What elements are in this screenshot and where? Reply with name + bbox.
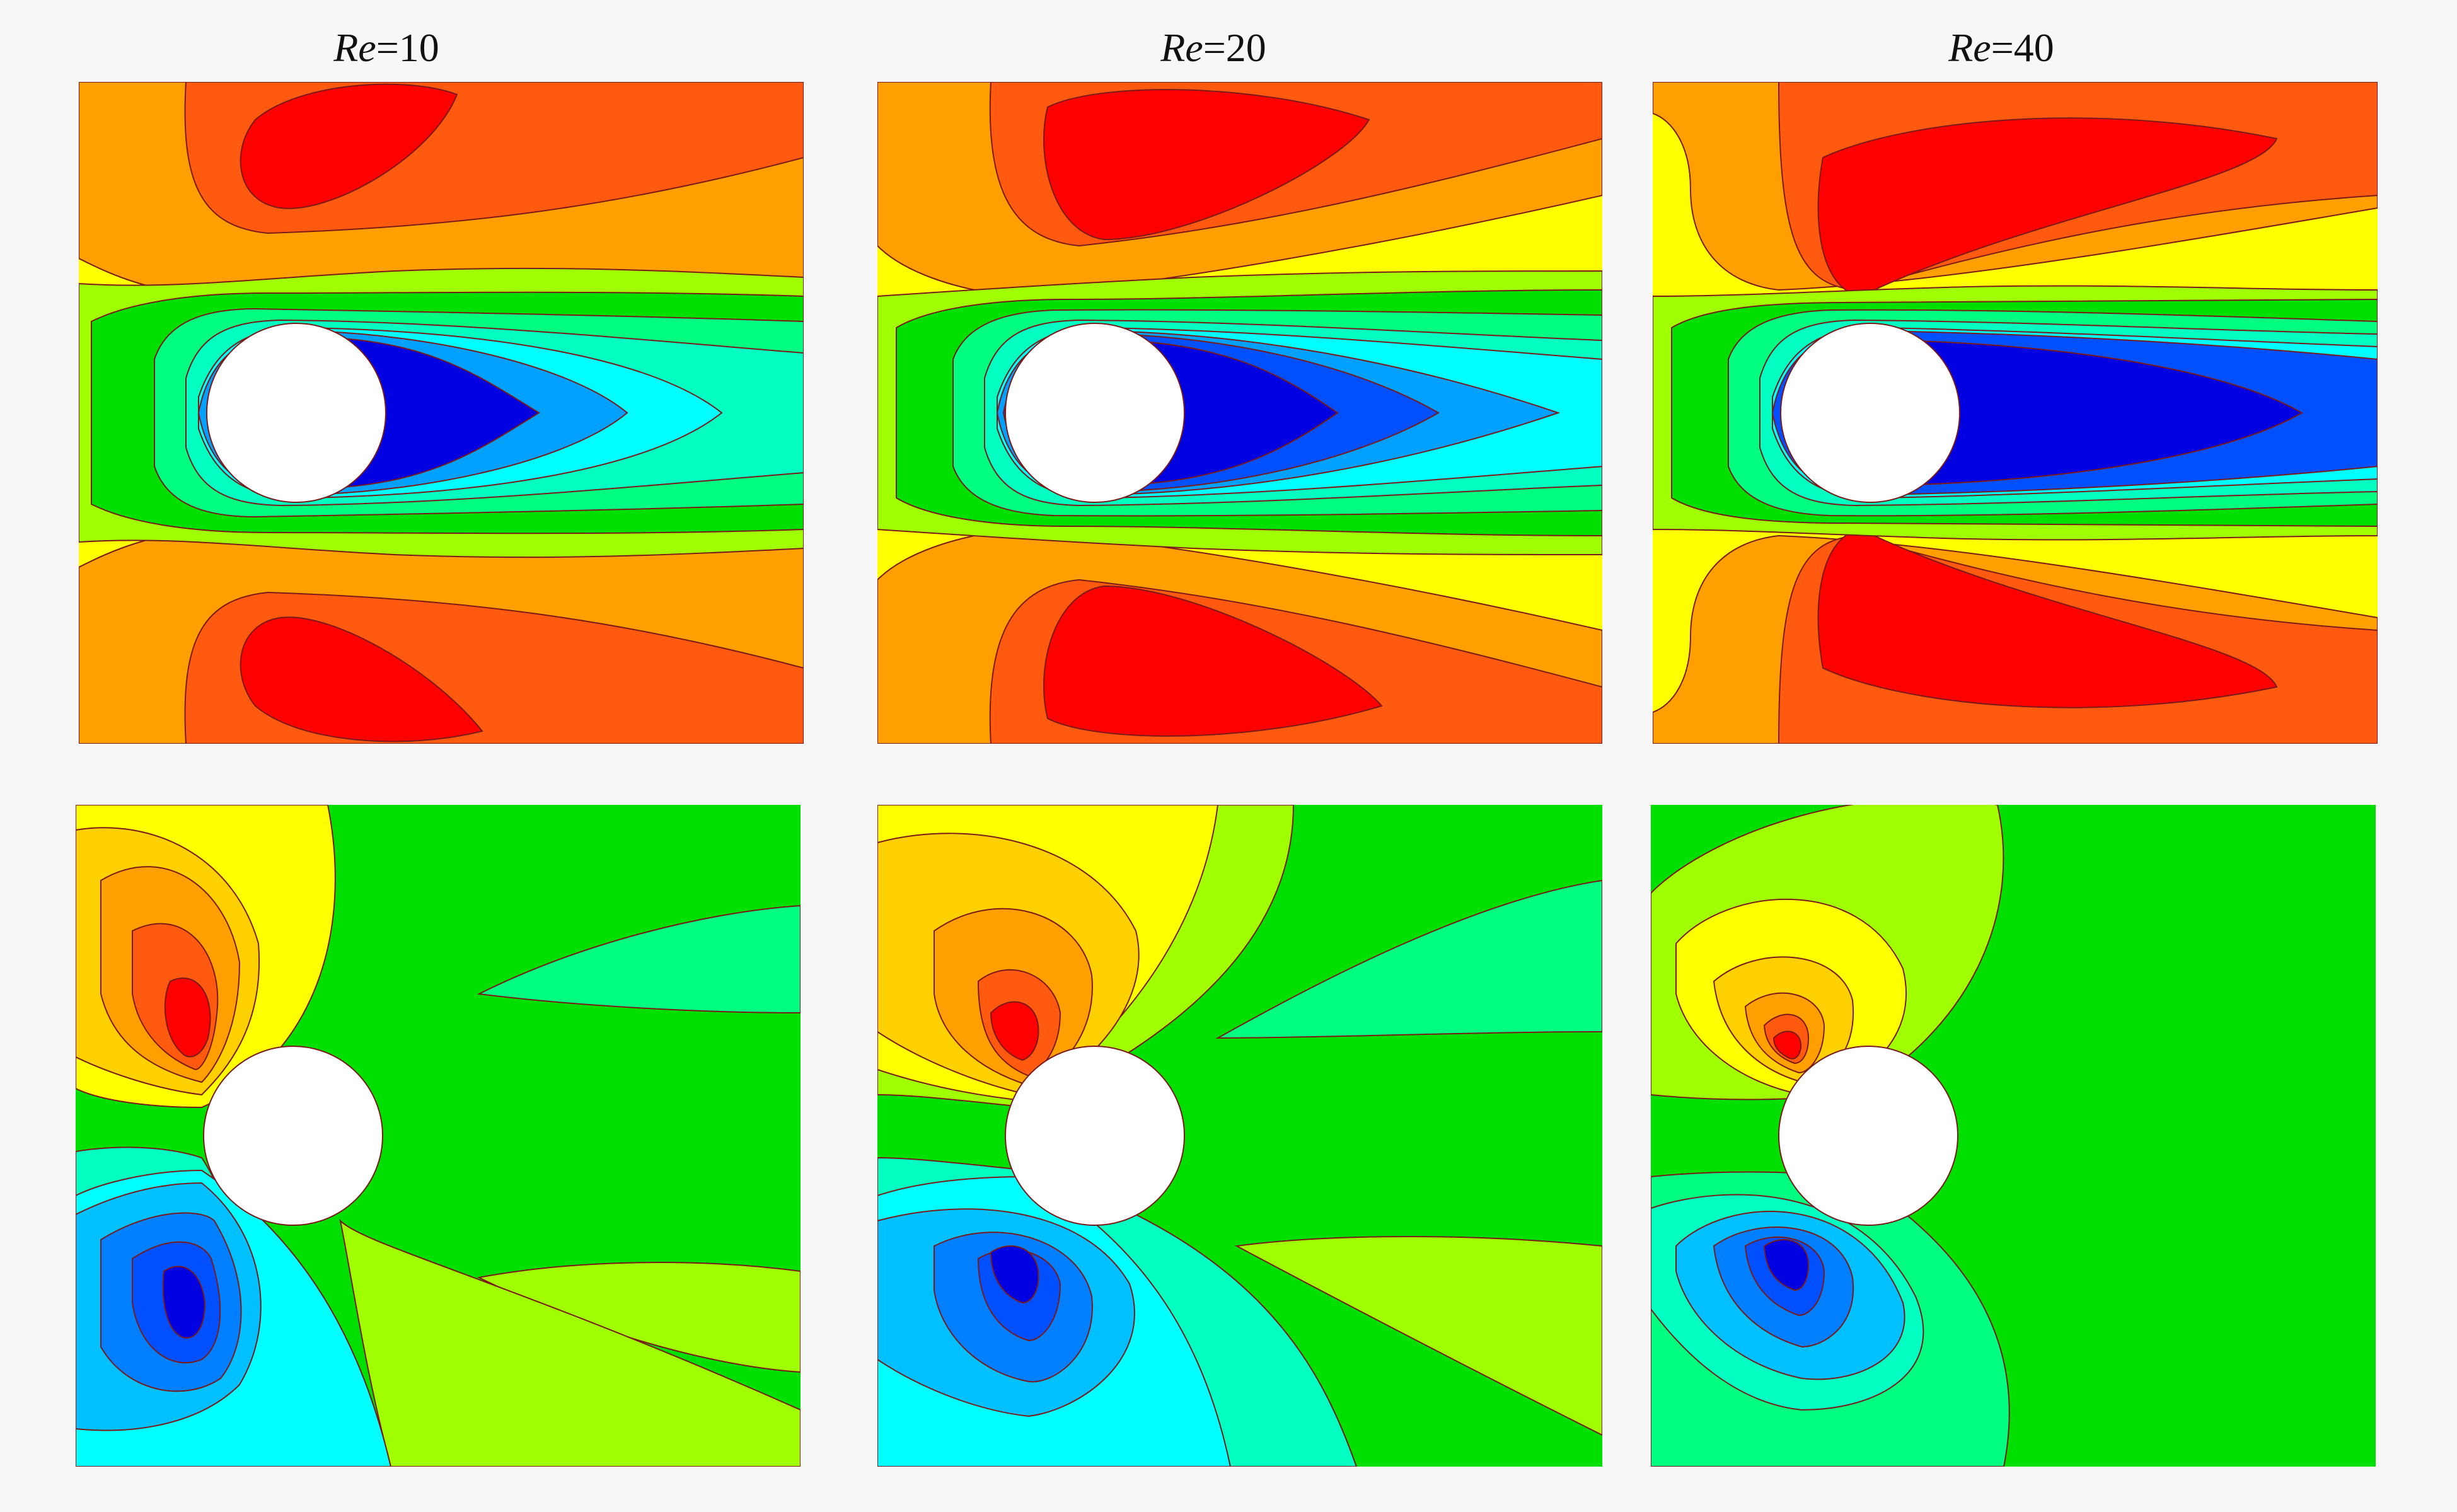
re-symbol: Re (1160, 25, 1203, 70)
re-value: =10 (376, 25, 439, 70)
v-velocity-contour-re20 (877, 805, 1602, 1467)
re-value: =40 (1991, 25, 2054, 70)
u-velocity-contour-re10 (79, 82, 804, 744)
v-velocity-contour-re40 (1651, 805, 2376, 1467)
u-velocity-contour-re40 (1653, 82, 2378, 744)
column-title-re40: Re=40 (1812, 18, 2190, 78)
column-title-re10: Re=10 (197, 18, 575, 78)
re-symbol: Re (1948, 25, 1991, 70)
column-title-re20: Re=20 (1024, 18, 1402, 78)
re-symbol: Re (333, 25, 376, 70)
v-velocity-contour-re10 (76, 805, 801, 1467)
u-velocity-contour-re20 (877, 82, 1602, 744)
re-value: =20 (1203, 25, 1266, 70)
